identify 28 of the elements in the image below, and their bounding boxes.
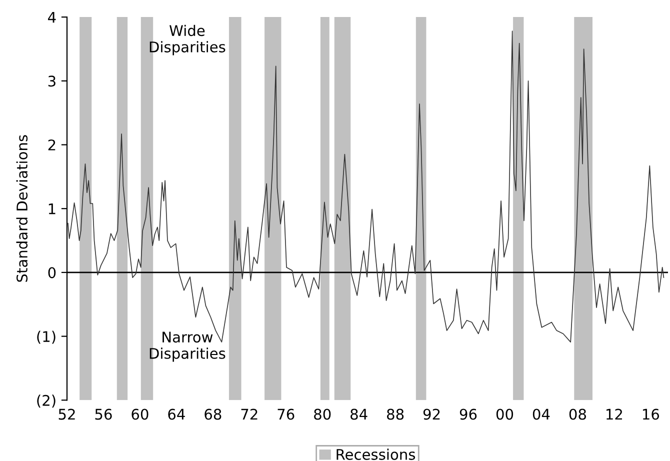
- annotation: Narrow Disparities: [150, 332, 226, 362]
- y-tick-label: 4: [48, 12, 56, 23]
- x-tick-label: 60: [132, 408, 148, 420]
- x-tick-label: 00: [496, 408, 514, 420]
- x-tick-label: 08: [569, 408, 586, 420]
- x-tick-label: 56: [95, 408, 112, 420]
- x-tick-label: 80: [314, 408, 331, 420]
- y-tick-label: 1: [48, 204, 56, 214]
- x-tick-label: 84: [350, 408, 368, 420]
- legend-label: Recessions: [336, 448, 416, 460]
- x-tick-label: 12: [606, 408, 622, 420]
- x-tick-label: 68: [204, 408, 222, 420]
- y-tick-label: 0: [48, 267, 56, 278]
- x-tick-label: 72: [241, 408, 258, 420]
- annotation: Wide Disparities: [150, 24, 226, 56]
- y-tick-label: (2): [37, 394, 56, 408]
- x-tick-label: 76: [278, 408, 294, 420]
- y-axis-title: Standard Deviations: [16, 135, 28, 282]
- x-tick-label: 16: [642, 408, 660, 420]
- y-tick-label: (1): [37, 330, 56, 344]
- x-tick-label: 64: [168, 408, 185, 420]
- y-tick-label: 2: [48, 139, 56, 150]
- x-tick-label: 92: [423, 408, 440, 420]
- x-tick-label: 88: [387, 408, 404, 420]
- x-tick-label: 52: [58, 408, 75, 420]
- x-tick-label: 96: [460, 408, 477, 420]
- y-tick-label: 3: [48, 76, 56, 87]
- x-tick-label: 04: [532, 408, 550, 420]
